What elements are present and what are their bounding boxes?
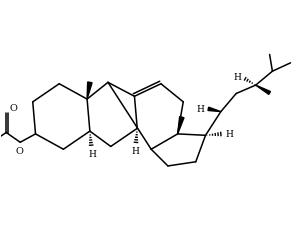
Text: H: H [233,73,241,82]
Polygon shape [208,108,221,112]
Text: O: O [16,146,24,155]
Text: H: H [88,150,96,158]
Polygon shape [256,86,270,95]
Text: O: O [10,103,17,112]
Text: H: H [197,104,205,113]
Text: H: H [131,147,139,156]
Text: H: H [225,130,233,139]
Polygon shape [87,83,92,100]
Polygon shape [178,117,184,134]
